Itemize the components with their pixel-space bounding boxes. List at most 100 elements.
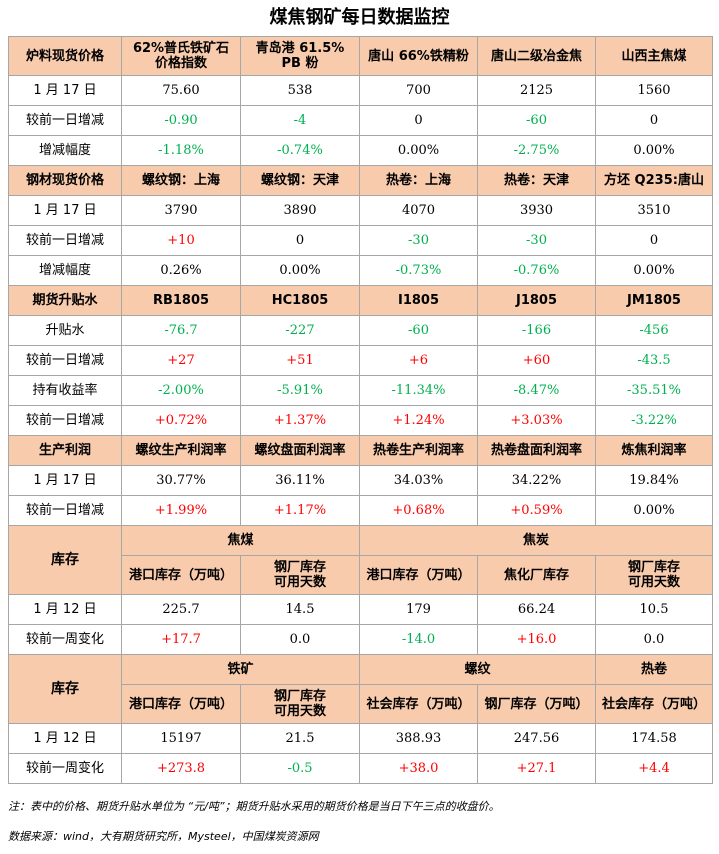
table-cell: 388.93 (359, 723, 478, 754)
table-cell: 14.5 (240, 594, 360, 625)
column-header: 炼焦利润率 (595, 435, 713, 466)
column-header: 港口库存（万吨） (359, 555, 478, 595)
column-header: 钢厂库存 可用天数 (240, 555, 360, 595)
table-cell: +1.99% (121, 495, 241, 526)
data-source: 数据来源：wind，大有期货研究所，Mysteel，中国煤炭资源网 (8, 830, 319, 843)
table-row: 较前一日增减 -0.90 -4 0 -60 0 (8, 105, 713, 136)
table-cell: +273.8 (121, 753, 241, 784)
column-header: RB1805 (121, 285, 241, 316)
column-header: 焦化厂库存 (477, 555, 596, 595)
column-header: 螺纹钢：天津 (240, 165, 360, 196)
inventory-group-row: 库存 铁矿 螺纹 热卷 (8, 654, 713, 724)
section-header-row: 期货升贴水 RB1805 HC1805 I1805 J1805 JM1805 (8, 285, 713, 316)
table-row: 较前一周变化 +17.7 0.0 -14.0 +16.0 0.0 (8, 624, 713, 655)
table-cell: -30 (477, 225, 596, 256)
column-header: 社会库存（万吨） (359, 684, 478, 724)
table-row: 较前一日增减 +0.72% +1.37% +1.24% +3.03% -3.22% (8, 405, 713, 436)
table-row: 1 月 17 日 30.77% 36.11% 34.03% 34.22% 19.84% (8, 465, 713, 496)
table-cell: -11.34% (359, 375, 478, 406)
column-header: 钢厂库存 可用天数 (240, 684, 360, 724)
inventory-sub-row: 港口库存（万吨） 钢厂库存 可用天数 港口库存（万吨） 焦化厂库存 钢厂库存 可用天数 (9, 555, 713, 595)
table-row: 增减幅度 0.26% 0.00% -0.73% -0.76% 0.00% (8, 255, 713, 286)
column-header: 热卷：上海 (359, 165, 478, 196)
monitor-table: 炉料现货价格 62%普氏铁矿石 价格指数 青岛港 61.5% PB 粉唐山 66%铁精粉… (8, 36, 713, 784)
column-header: 62%普氏铁矿石 价格指数 (121, 36, 241, 76)
table-cell: 225.7 (121, 594, 241, 625)
row-label: 较前一日增减 (8, 345, 122, 376)
table-row: 较前一日增减 +27 +51 +6 +60 -43.5 (8, 345, 713, 376)
row-label: 较前一日增减 (8, 105, 122, 136)
column-header: 唐山二级冶金焦 (477, 36, 596, 76)
table-cell: 538 (240, 75, 360, 106)
table-cell: 0.26% (121, 255, 241, 286)
table-row: 1 月 17 日 3790 3890 4070 3930 3510 (8, 195, 713, 226)
table-cell: -30 (359, 225, 478, 256)
column-header: 山西主焦煤 (595, 36, 713, 76)
table-row: 较前一周变化 +273.8 -0.5 +38.0 +27.1 +4.4 (8, 753, 713, 784)
table-cell: 0.00% (240, 255, 360, 286)
table-cell: 0 (240, 225, 360, 256)
table-cell: 3930 (477, 195, 596, 226)
table-cell: -456 (595, 315, 713, 346)
row-label: 1 月 12 日 (8, 594, 122, 625)
table-cell: -60 (477, 105, 596, 136)
column-header: 热卷：天津 (477, 165, 596, 196)
table-cell: 700 (359, 75, 478, 106)
table-cell: -4 (240, 105, 360, 136)
table-cell: +4.4 (595, 753, 713, 784)
table-cell: +27 (121, 345, 241, 376)
table-cell: 0.0 (240, 624, 360, 655)
row-label: 1 月 12 日 (8, 723, 122, 754)
table-cell: -43.5 (595, 345, 713, 376)
table-cell: +16.0 (477, 624, 596, 655)
table-cell: 36.11% (240, 465, 360, 496)
table-cell: -14.0 (359, 624, 478, 655)
table-cell: -2.75% (477, 135, 596, 166)
inventory-sub-row: 港口库存（万吨） 钢厂库存 可用天数 社会库存（万吨） 钢厂库存（万吨） 社会库存（万吨） (9, 684, 713, 724)
column-header: 青岛港 61.5% PB 粉 (240, 36, 360, 76)
table-cell: -0.5 (240, 753, 360, 784)
table-cell: 34.03% (359, 465, 478, 496)
table-cell: +0.59% (477, 495, 596, 526)
table-cell: +27.1 (477, 753, 596, 784)
table-cell: 19.84% (595, 465, 713, 496)
column-header: 螺纹钢：上海 (121, 165, 241, 196)
table-row: 增减幅度 -1.18% -0.74% 0.00% -2.75% 0.00% (8, 135, 713, 166)
column-header: 唐山 66%铁精粉 (359, 36, 478, 76)
table-cell: -2.00% (121, 375, 241, 406)
row-label: 较前一日增减 (8, 405, 122, 436)
table-row: 1 月 12 日 15197 21.5 388.93 247.56 174.58 (8, 723, 713, 754)
table-cell: 179 (359, 594, 478, 625)
row-label: 1 月 17 日 (8, 195, 122, 226)
table-cell: 3510 (595, 195, 713, 226)
table-cell: 247.56 (477, 723, 596, 754)
table-cell: 21.5 (240, 723, 360, 754)
table-cell: 0.00% (595, 255, 713, 286)
table-cell: -0.90 (121, 105, 241, 136)
table-cell: 174.58 (595, 723, 713, 754)
table-cell: -60 (359, 315, 478, 346)
row-label: 升贴水 (8, 315, 122, 346)
table-cell: +1.24% (359, 405, 478, 436)
table-cell: -76.7 (121, 315, 241, 346)
table-cell: 0 (595, 105, 713, 136)
group-header: 铁矿 (121, 654, 360, 685)
table-cell: -0.76% (477, 255, 596, 286)
table-cell: -166 (477, 315, 596, 346)
table-cell: +0.72% (121, 405, 241, 436)
table-cell: 3790 (121, 195, 241, 226)
row-label: 较前一日增减 (8, 225, 122, 256)
table-cell: 0 (595, 225, 713, 256)
table-cell: -8.47% (477, 375, 596, 406)
table-cell: -35.51% (595, 375, 713, 406)
page-title: 煤焦钢矿每日数据监控 (269, 7, 450, 28)
table-cell: 0.00% (595, 135, 713, 166)
table-cell: +1.17% (240, 495, 360, 526)
table-cell: +6 (359, 345, 478, 376)
section-label: 库存 (8, 525, 122, 595)
group-header: 热卷 (595, 654, 713, 685)
row-label: 增减幅度 (8, 135, 122, 166)
column-header: 热卷生产利润率 (359, 435, 478, 466)
row-label: 持有收益率 (8, 375, 122, 406)
table-cell: +10 (121, 225, 241, 256)
